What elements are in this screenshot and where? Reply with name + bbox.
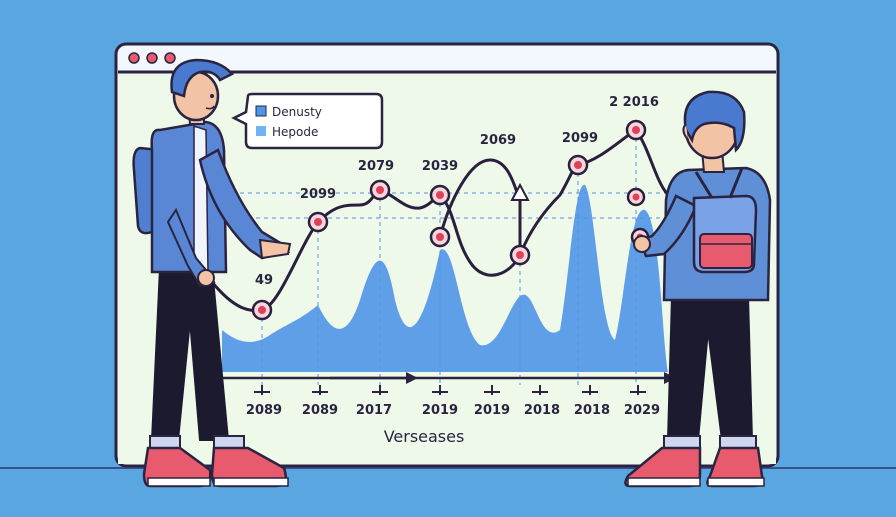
x-axis-mid-arrow-icon	[406, 372, 418, 384]
legend-item-label: Hepode	[272, 125, 318, 139]
window-dot-2[interactable]	[146, 52, 158, 64]
hair-icon	[683, 90, 746, 153]
x-tick-labels: 2089 2089 2017 2019 2019 2018 2018 2029	[246, 403, 660, 418]
point-label: 2099	[562, 131, 598, 146]
x-tick-label: 2017	[356, 403, 392, 418]
x-tick-label: 2018	[524, 403, 560, 418]
left-person	[132, 58, 292, 488]
hair-icon	[170, 58, 234, 98]
legend-swatch	[255, 105, 267, 117]
legend-swatch	[256, 126, 266, 136]
point-label: 2069	[480, 133, 516, 148]
point-label: 2099	[300, 187, 336, 202]
window-dot-1[interactable]	[128, 52, 140, 64]
point-label: 2 2016	[609, 95, 659, 110]
legend-item-label: Denusty	[272, 105, 322, 119]
x-tick-label: 2089	[302, 403, 338, 418]
up-arrow-icon	[510, 182, 530, 201]
legend-box: Denusty Hepode	[231, 92, 384, 150]
x-tick-label: 2018	[574, 403, 610, 418]
marker-centers	[258, 126, 644, 314]
x-tick-label: 2089	[246, 403, 282, 418]
point-labels: 49 2099 2079 2039 2069 2099 2 2016	[255, 95, 659, 288]
point-label: 2039	[422, 159, 458, 174]
x-tick-label: 2019	[474, 403, 510, 418]
density-area	[222, 184, 668, 372]
x-axis	[196, 372, 676, 395]
window-dot-3[interactable]	[164, 52, 176, 64]
point-label: 49	[255, 273, 273, 288]
point-label: 2079	[358, 159, 394, 174]
loop-line	[438, 158, 522, 255]
x-axis-title: Verseases	[384, 427, 465, 446]
x-tick-label: 2019	[422, 403, 458, 418]
right-person	[624, 90, 772, 488]
x-tick-label: 2029	[624, 403, 660, 418]
